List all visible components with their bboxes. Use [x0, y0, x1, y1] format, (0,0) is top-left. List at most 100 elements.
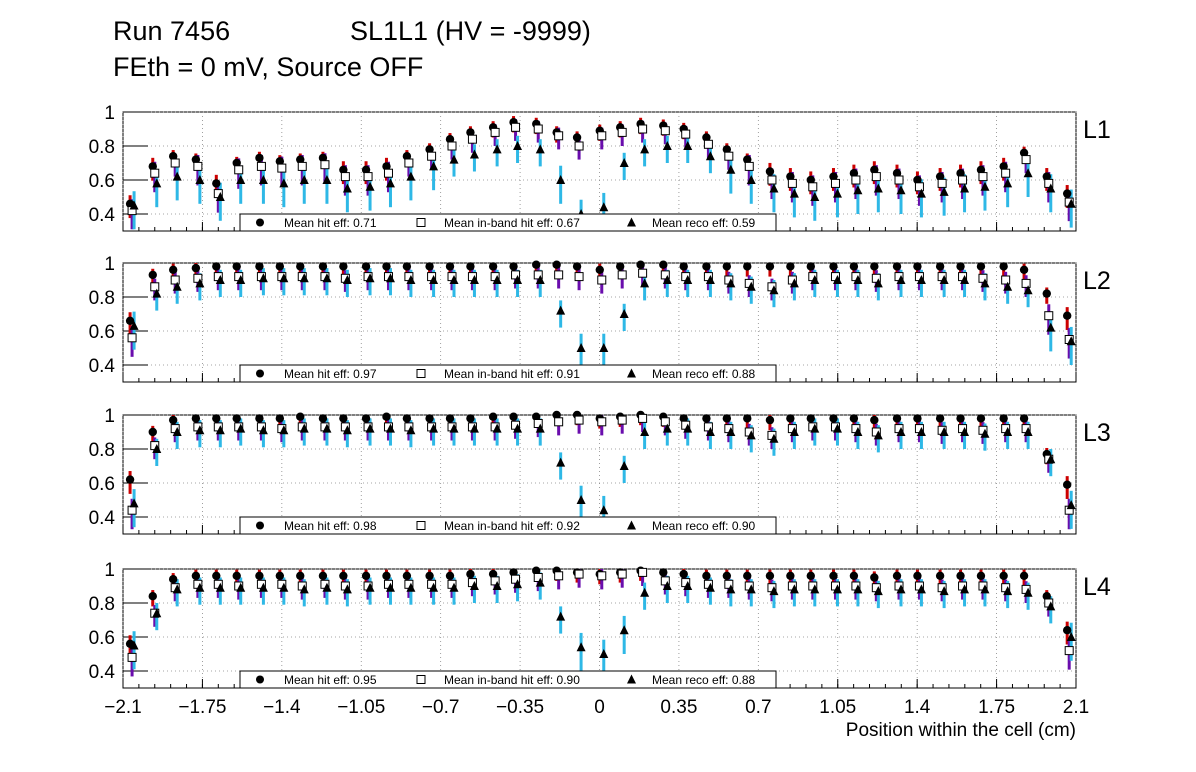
y-tick-label: 0.6 [89, 171, 115, 192]
marker-hit [956, 571, 965, 580]
x-tick-label: 0 [594, 697, 605, 718]
marker-hit [892, 262, 902, 271]
marker-reco [1066, 632, 1076, 641]
legend: Mean hit eff: 0.71 Mean in-band hit eff: … [239, 213, 777, 232]
marker-hit [892, 571, 902, 580]
marker-hit [702, 133, 711, 142]
marker-hit [466, 569, 475, 579]
marker-inband [703, 139, 713, 149]
legend-marker-hit [256, 369, 264, 378]
marker-reco [916, 584, 926, 594]
marker-reco [215, 582, 225, 592]
marker-hit [659, 568, 668, 577]
legend-marker-inband [416, 521, 426, 530]
marker-reco [429, 275, 439, 284]
marker-reco [789, 278, 799, 288]
marker-hit [382, 262, 391, 271]
marker-reco [129, 640, 139, 650]
marker-reco [896, 584, 906, 594]
marker-inband [340, 172, 350, 182]
legend-reco-label: Mean reco eff: 0.88 [652, 367, 756, 381]
marker-hit [935, 262, 945, 271]
marker-reco [449, 423, 459, 433]
marker-hit [232, 158, 241, 168]
marker-reco [556, 305, 566, 315]
marker-hit [659, 260, 668, 269]
marker-reco [513, 141, 523, 150]
marker-hit [976, 414, 986, 423]
y-tick-label: 1 [104, 254, 115, 275]
marker-inband [638, 124, 648, 134]
x-tick-label: 1.05 [819, 697, 856, 718]
marker-hit [445, 262, 455, 271]
marker-hit [275, 414, 285, 423]
marker-hit [191, 571, 201, 580]
marker-reco [215, 192, 225, 201]
marker-hit [445, 571, 455, 580]
marker-reco [576, 343, 586, 352]
legend: Mean hit eff: 0.98 Mean in-band hit eff: … [239, 516, 777, 535]
marker-inband [193, 273, 203, 283]
marker-hit [743, 155, 752, 164]
marker-hit [849, 414, 859, 423]
marker-reco [406, 582, 416, 592]
marker-inband [703, 422, 713, 432]
marker-reco [683, 275, 693, 284]
marker-reco [599, 505, 609, 515]
marker-inband [660, 270, 670, 280]
marker-reco [385, 582, 395, 592]
marker-hit [318, 571, 328, 580]
marker-hit [572, 262, 582, 271]
marker-hit [361, 165, 371, 174]
marker-hit [1042, 592, 1051, 601]
marker-reco [385, 178, 395, 188]
marker-reco [385, 423, 395, 433]
panel-label: L2 [1083, 267, 1111, 295]
marker-reco [322, 423, 332, 433]
marker-reco [746, 430, 756, 440]
marker-reco [513, 275, 523, 284]
marker-hit [615, 262, 625, 271]
marker-hit [361, 262, 371, 271]
marker-reco [429, 161, 439, 171]
marker-hit [382, 412, 391, 421]
marker-inband [724, 151, 734, 161]
legend-hit-label: Mean hit eff: 0.71 [284, 216, 377, 230]
y-tick-label: 0.8 [89, 440, 115, 461]
marker-reco [683, 423, 693, 433]
marker-hit [956, 262, 965, 271]
marker-hit [445, 414, 455, 423]
marker-reco [769, 586, 779, 596]
marker-inband [894, 175, 904, 185]
marker-hit [361, 571, 371, 580]
legend-box [239, 213, 777, 232]
marker-inband [617, 127, 627, 137]
marker-hit [232, 414, 241, 423]
legend: Mean hit eff: 0.97 Mean in-band hit eff: … [239, 364, 777, 383]
marker-hit [743, 571, 752, 580]
marker-reco [853, 584, 863, 594]
marker-hit [722, 414, 732, 423]
marker-reco [619, 625, 629, 635]
marker-hit [806, 571, 815, 580]
marker-reco [1066, 500, 1076, 510]
marker-reco [726, 584, 736, 594]
marker-reco [513, 423, 523, 433]
marker-hit [275, 157, 285, 166]
y-tick-label: 0.6 [89, 628, 115, 649]
marker-reco [789, 427, 799, 436]
x-tick-label: −1.05 [337, 697, 385, 718]
marker-hit [1019, 148, 1029, 157]
marker-inband [150, 168, 160, 178]
marker-hit [425, 262, 434, 271]
marker-inband [660, 417, 670, 427]
marker-reco [1003, 427, 1013, 436]
marker-reco [236, 175, 246, 184]
marker-hit [829, 571, 838, 580]
marker-hit [148, 592, 157, 601]
title-run: Run 7456 [113, 16, 231, 46]
x-tick-label: 0.7 [745, 697, 771, 718]
x-tick-label: 1.4 [904, 697, 931, 718]
marker-inband [597, 131, 607, 141]
